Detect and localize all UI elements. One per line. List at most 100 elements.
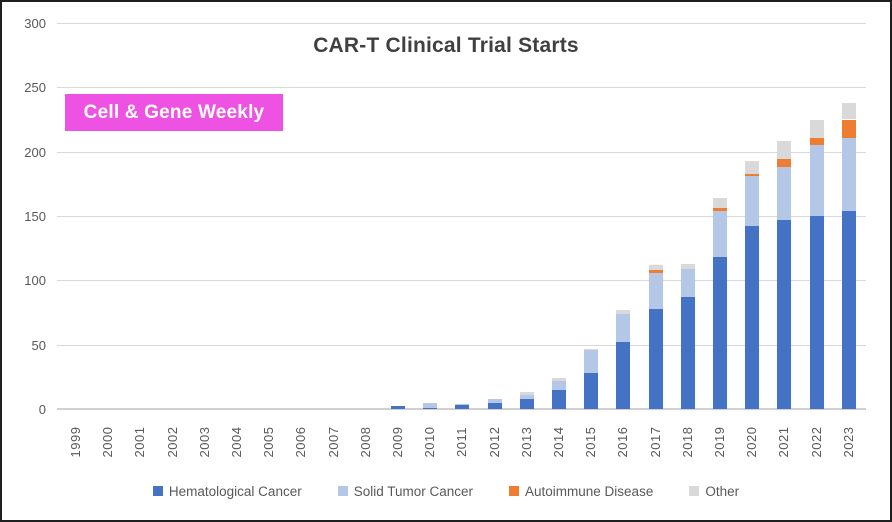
bar-segment[interactable]: [745, 226, 760, 409]
legend-swatch-icon: [509, 486, 520, 496]
x-tick-label: 2015: [583, 426, 599, 458]
x-tick-label: 2009: [390, 426, 405, 458]
bar-segment[interactable]: [423, 402, 438, 408]
legend-label: Solid Tumor Cancer: [353, 483, 474, 499]
x-tick-label: 2008: [357, 426, 373, 458]
legend-item[interactable]: Autoimmune Disease: [509, 484, 653, 499]
y-tick-label: 200: [24, 144, 46, 160]
x-tick-label: 2018: [679, 426, 695, 458]
bar-segment[interactable]: [809, 119, 824, 138]
legend-swatch-icon: [152, 486, 163, 496]
x-tick-label: 2003: [196, 426, 212, 458]
x-tick-label: 2010: [422, 426, 438, 458]
x-axis-line: [57, 408, 866, 410]
x-tick-label: 2014: [551, 426, 566, 458]
legend-swatch-icon: [689, 486, 700, 496]
legend-item[interactable]: Hematological Cancer: [152, 483, 302, 499]
bar-segment[interactable]: [841, 102, 856, 120]
x-tick-label: 2004: [229, 426, 244, 458]
x-tick-label: 2017: [647, 426, 663, 458]
bar-segment[interactable]: [713, 210, 727, 258]
y-tick-label: 0: [38, 402, 46, 417]
bar-segment[interactable]: [391, 406, 405, 409]
x-tick-label: 2019: [712, 426, 727, 458]
y-tick-label: 300: [24, 16, 46, 31]
bar-segment[interactable]: [423, 407, 438, 409]
x-tick-label: 2000: [100, 426, 116, 458]
bar-segment[interactable]: [777, 159, 792, 168]
gridline: [57, 216, 866, 217]
bar-segment[interactable]: [648, 308, 663, 409]
bar-segment[interactable]: [648, 264, 663, 271]
bar-segment[interactable]: [713, 197, 727, 209]
bar-segment[interactable]: [680, 268, 695, 298]
bar-segment[interactable]: [713, 257, 727, 409]
bar-segment[interactable]: [745, 176, 760, 227]
bar-segment[interactable]: [841, 210, 856, 409]
x-tick-label: 2023: [840, 426, 856, 458]
gridline: [57, 23, 866, 24]
x-tick-label: 2016: [615, 426, 631, 458]
bar-segment[interactable]: [552, 380, 566, 390]
bar-segment[interactable]: [648, 272, 663, 309]
x-tick-label: 2006: [293, 426, 309, 458]
y-tick-label: 50: [31, 337, 46, 353]
legend-label: Autoimmune Disease: [525, 483, 654, 499]
bar-segment[interactable]: [584, 348, 599, 350]
y-tick-label: 100: [24, 273, 46, 289]
bar-segment[interactable]: [455, 405, 470, 409]
x-tick-label: 2001: [132, 426, 148, 458]
bar-segment[interactable]: [745, 160, 760, 174]
x-tick-label: 2022: [808, 426, 824, 458]
bar-segment[interactable]: [648, 270, 663, 273]
bar-segment[interactable]: [777, 167, 792, 220]
y-tick-label: 250: [24, 80, 46, 96]
bar-segment[interactable]: [552, 389, 566, 409]
bar-segment[interactable]: [487, 398, 502, 403]
bar-segment[interactable]: [519, 394, 534, 399]
legend-label: Other: [705, 483, 740, 499]
bar-segment[interactable]: [616, 342, 631, 409]
legend-item[interactable]: Solid Tumor Cancer: [337, 483, 474, 499]
x-tick-label: 2021: [776, 426, 792, 458]
chart-title: CAR-T Clinical Trial Starts: [313, 34, 579, 57]
bar-segment[interactable]: [809, 137, 824, 146]
gridline: [57, 344, 866, 346]
bar-segment[interactable]: [713, 208, 727, 211]
bar-segment[interactable]: [777, 141, 792, 160]
bar-segment[interactable]: [841, 119, 856, 138]
bar-segment[interactable]: [519, 398, 534, 409]
x-tick-label: 2007: [325, 426, 341, 458]
bar-segment[interactable]: [519, 392, 534, 395]
legend-item[interactable]: Other: [689, 484, 739, 499]
legend: Hematological Cancer Solid Tumor Cancer Au…: [2, 481, 890, 501]
bar-segment[interactable]: [584, 372, 599, 409]
x-tick-label: 2005: [261, 426, 277, 458]
brand-badge-label: Cell & Gene Weekly: [83, 101, 265, 123]
gridline: [57, 280, 866, 282]
bar-segment[interactable]: [680, 263, 695, 269]
bar-segment[interactable]: [552, 378, 566, 381]
bar-segment[interactable]: [584, 349, 599, 373]
legend-label: Hematological Cancer: [168, 483, 302, 499]
gridline: [57, 87, 866, 89]
x-tick-label: 2012: [486, 426, 502, 458]
x-tick-label: 2020: [744, 426, 760, 458]
bar-segment[interactable]: [777, 219, 792, 409]
bar-segment[interactable]: [455, 403, 470, 406]
bar-segment[interactable]: [841, 137, 856, 211]
gridline: [57, 151, 866, 153]
bar-segment[interactable]: [616, 313, 631, 343]
x-tick-label: 2002: [164, 426, 180, 458]
x-tick-label: 2011: [454, 427, 470, 457]
bar-segment[interactable]: [680, 297, 695, 409]
y-tick-label: 150: [24, 209, 46, 224]
bar-segment[interactable]: [745, 173, 760, 177]
bar-segment[interactable]: [809, 216, 824, 409]
bar-segment[interactable]: [616, 309, 631, 314]
x-tick-label: 2013: [518, 426, 534, 458]
brand-badge: Cell & Gene Weekly: [65, 94, 283, 131]
bar-segment[interactable]: [487, 402, 502, 409]
bar-segment[interactable]: [809, 145, 824, 216]
